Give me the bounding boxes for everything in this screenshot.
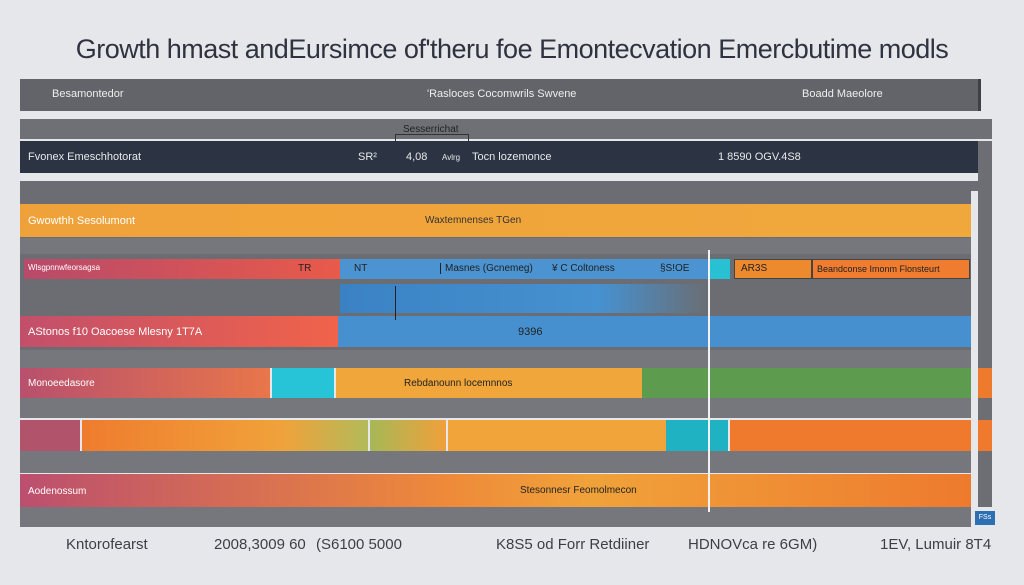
- x-tick-1: 2008,3009 60: [214, 536, 306, 553]
- row-2-center-text: 9396: [518, 326, 543, 338]
- row-3-segment-orange: Rebdanounn locemnnos: [336, 368, 642, 398]
- row-1b-segment-blue: [340, 284, 710, 313]
- row-gap-4: [20, 398, 971, 418]
- row-1-segment-text-1: NT: [354, 263, 368, 274]
- x-tick-5: 1EV, Lumuir 8T4: [880, 536, 992, 553]
- row-3-segment-teal: [272, 368, 334, 398]
- marker-line-secondary: [395, 286, 396, 320]
- row-1-segment-text-2: Masnes (Gcnemeg): [440, 263, 533, 274]
- row-gap-5: [20, 451, 971, 473]
- dark-row-value-1: 4,08: [406, 151, 428, 163]
- row-3-segment-green: [642, 368, 971, 398]
- bracket-label: Sesserrichat: [403, 124, 459, 135]
- row-1-segment-text-3: ¥ C Coltoness: [552, 263, 615, 274]
- header-right-label: Boadd Maeolore: [802, 88, 883, 100]
- dark-row-right-value: 1 8590 OGV.4S8: [718, 151, 801, 163]
- row-5-bar: Aodenossum Stesonnesr Feomolmecon: [20, 474, 971, 507]
- row-4-segment-edge: [978, 420, 992, 451]
- x-tick-0: Kntorofearst: [66, 536, 148, 553]
- row-2-segment-blue: 9396: [338, 316, 971, 347]
- row-2-label: AStonos f10 Oacoese Mlesny 1T7A: [28, 326, 203, 338]
- row-5-center-text: Stesonnesr Feomolmecon: [520, 485, 637, 496]
- row-0-bar: Gwowthh Sesolumont Waxtemnenses TGen: [20, 204, 971, 237]
- header-edge: [978, 79, 981, 111]
- row-4-segment-red: [20, 420, 80, 451]
- header-center-label: 'Rasloces Cocomwrils Swvene: [427, 88, 577, 100]
- x-tick-4: HDNOVca re 6GM): [688, 536, 818, 553]
- row-4-segment-deep-orange: [730, 420, 971, 451]
- dark-row: Fvonex Emeschhotorat SR² 4,08 Avlrg Tocn…: [20, 141, 978, 173]
- row-3-label: Monoeedasore: [28, 378, 95, 389]
- x-tick-2: (S6100 5000: [316, 536, 402, 553]
- marker-line-main: [708, 250, 710, 512]
- row-4-segment-orange: [82, 420, 368, 451]
- row-gap-1: [20, 238, 971, 254]
- row-1-segment-red: Wlsgpnnwfeorsagsa TR: [24, 259, 340, 279]
- dark-row-value-3: Tocn lozemonce: [472, 151, 552, 163]
- row-gap-3: [20, 350, 971, 368]
- row-gap-6: [20, 507, 971, 527]
- chart-title: Growth hmast andEursimce of'theru foe Em…: [75, 34, 949, 64]
- row-4-segment-lime: [370, 420, 446, 451]
- row-1-segment-orange: AR3S: [734, 259, 812, 279]
- row-4-segment-amber: [448, 420, 666, 451]
- row-0-label: Gwowthh Sesolumont: [28, 215, 135, 227]
- row-1-label: Wlsgpnnwfeorsagsa: [28, 263, 101, 272]
- dark-row-value-2: Avlrg: [442, 153, 461, 162]
- corner-badge: FSs: [975, 511, 995, 525]
- row-1-segment-blue: NT Masnes (Gcnemeg) ¥ C Coltoness §S!OE: [340, 259, 710, 279]
- right-column: [978, 141, 992, 507]
- row-3-center-text: Rebdanounn locemnnos: [404, 378, 513, 389]
- row-1-segment-teal: [710, 259, 730, 279]
- row-1-segment-deep-orange: Beandconse Imonm Flonsteurt: [812, 259, 970, 279]
- dark-row-label: Fvonex Emeschhotorat: [28, 151, 142, 163]
- header-bar: Besamontedor 'Rasloces Cocomwrils Swvene…: [20, 79, 978, 111]
- row-4-segment-teal: [666, 420, 728, 451]
- row-1-segment-text-6: Beandconse Imonm Flonsteurt: [817, 264, 940, 274]
- bracket-line: [395, 134, 469, 141]
- row-0-center-text: Waxtemnenses TGen: [425, 215, 522, 226]
- row-1-segment-text-5: AR3S: [741, 263, 768, 274]
- top-strip: [20, 119, 992, 139]
- row-1-segment-text-0: TR: [298, 263, 312, 274]
- x-tick-3: K8S5 od Forr Retdiiner: [496, 536, 650, 553]
- dark-row-value-0: SR²: [358, 151, 377, 163]
- row-1-segment-text-4: §S!OE: [660, 263, 690, 274]
- row-gap-0: [20, 181, 978, 191]
- row-5-label: Aodenossum: [28, 486, 87, 497]
- row-3-segment-edge: [978, 368, 992, 398]
- header-left-label: Besamontedor: [52, 88, 124, 100]
- row-3-segment-red: Monoeedasore: [20, 368, 270, 398]
- row-2-segment-red: AStonos f10 Oacoese Mlesny 1T7A: [20, 316, 338, 347]
